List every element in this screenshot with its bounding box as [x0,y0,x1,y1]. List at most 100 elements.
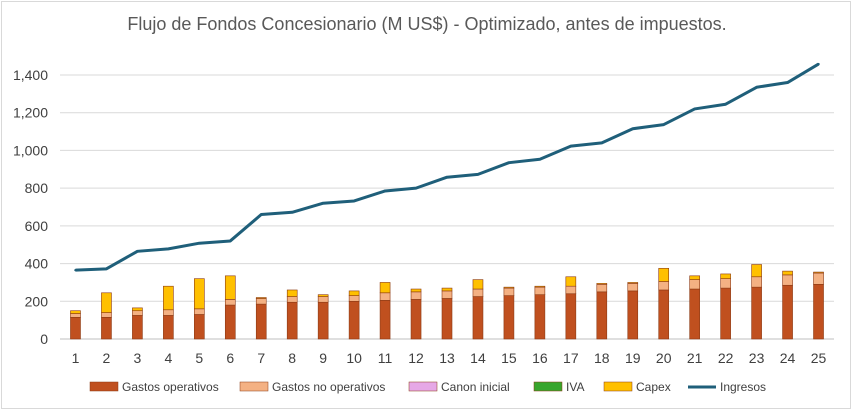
bar-gastos-no-operativos [379,292,391,301]
ingresos-point [198,242,201,245]
x-axis: 1 2 3 4 5 6 7 8 9 10 11 12 13 14 15 16 17 18 19 20 21 22 23 24 2… [72,350,827,366]
bar-gastos-operativos [255,303,267,340]
legend-swatch [239,381,269,392]
legend-label: Ingresos [720,380,766,394]
ingresos-point [724,103,727,106]
x-tick-label: 7 [257,350,265,366]
ingresos-point [229,239,232,243]
bar-gastos-operativos [286,301,298,340]
bar-gastos-no-operativos [317,296,329,303]
ingresos-line-series [74,62,820,272]
bar-gastos-no-operativos [596,284,608,293]
x-tick-label: 15 [501,350,517,366]
bar-gastos-no-operativos [410,291,422,300]
bar-capex [286,289,298,297]
ingresos-point [786,81,789,84]
x-tick-label: 3 [134,350,142,366]
bar-gastos-operativos [132,315,143,340]
bar-gastos-no-operativos [813,272,824,285]
x-tick-label: 24 [780,350,796,366]
x-tick-label: 19 [625,350,641,366]
x-tick-label: 17 [563,350,579,366]
ingresos-point [260,213,263,216]
legend-swatch [408,381,438,392]
ingresos-point [74,268,77,272]
x-tick-label: 23 [749,350,765,366]
legend-swatch [89,381,119,392]
ingresos-point [693,107,696,111]
bar-gastos-no-operativos [70,313,81,318]
y-tick-label: 200 [25,293,49,309]
bar-capex [627,282,639,284]
ingresos-point [755,86,758,89]
ingresos-point [817,62,820,66]
ingresos-point [476,173,480,176]
bar-capex [658,267,670,282]
bar-gastos-operativos [813,284,824,340]
bar-gastos-no-operativos [782,274,793,286]
legend-label: IVA [566,380,584,394]
x-tick-label: 2 [103,350,111,366]
bar-capex [224,275,236,300]
x-tick-label: 5 [195,350,203,366]
bar-gastos-operativos [782,284,793,340]
ingresos-point [414,186,418,190]
bar-gastos-no-operativos [720,278,731,289]
legend-swatch [603,381,633,392]
bar-gastos-operativos [534,294,546,340]
bar-capex [503,286,515,289]
x-tick-label: 10 [346,350,362,366]
ingresos-line [75,62,820,272]
ingresos-point [136,250,139,253]
bar-capex [813,271,824,274]
bar-capex [163,285,174,311]
ingresos-point [383,189,387,193]
bar-gastos-no-operativos [503,287,515,296]
bar-capex [70,310,81,314]
bar-gastos-no-operativos [224,299,236,306]
bar-gastos-no-operativos [101,312,112,318]
ingresos-point [569,144,573,148]
x-tick-label: 22 [718,350,734,366]
x-tick-label: 12 [408,350,424,366]
bar-gastos-operativos [472,296,484,340]
x-tick-label: 11 [378,350,393,366]
y-tick-label: 400 [25,256,49,272]
bar-capex [472,279,484,290]
bar-gastos-no-operativos [658,281,670,291]
legend-label: Gastos operativos [122,380,219,394]
x-tick-label: 18 [594,350,610,366]
y-tick-label: 1,200 [13,105,48,121]
bar-gastos-operativos [627,290,639,340]
bar-capex [101,292,112,313]
x-tick-label: 4 [164,350,172,366]
bar-capex [751,264,762,278]
bar-gastos-operativos [751,286,762,340]
x-tick-label: 13 [439,350,455,366]
x-tick-label: 9 [319,350,327,366]
bar-gastos-no-operativos [286,296,298,303]
legend: Gastos operativos Gastos no operativos Can… [89,380,766,394]
bar-gastos-operativos [689,288,700,340]
bar-gastos-operativos [410,299,422,340]
bar-gastos-operativos [194,314,205,340]
bar-gastos-operativos [658,289,670,340]
gridlines [60,74,834,340]
bar-gastos-operativos [720,287,731,340]
x-tick-label: 20 [656,350,672,366]
ingresos-point [291,211,294,214]
bar-gastos-operativos [565,293,577,340]
ingresos-point [445,176,449,179]
bar-gastos-no-operativos [163,309,174,316]
ingresos-point [105,267,108,271]
bar-gastos-operativos [70,317,81,340]
bar-capex [720,273,731,279]
y-axis: 0 200 400 600 800 1,000 1,200 1,400 [13,67,48,347]
bar-gastos-operativos [224,304,236,340]
bar-capex [132,307,143,312]
ingresos-point [538,158,542,161]
ingresos-point [352,199,356,203]
bar-capex [441,287,453,292]
x-tick-label: 21 [687,350,703,366]
